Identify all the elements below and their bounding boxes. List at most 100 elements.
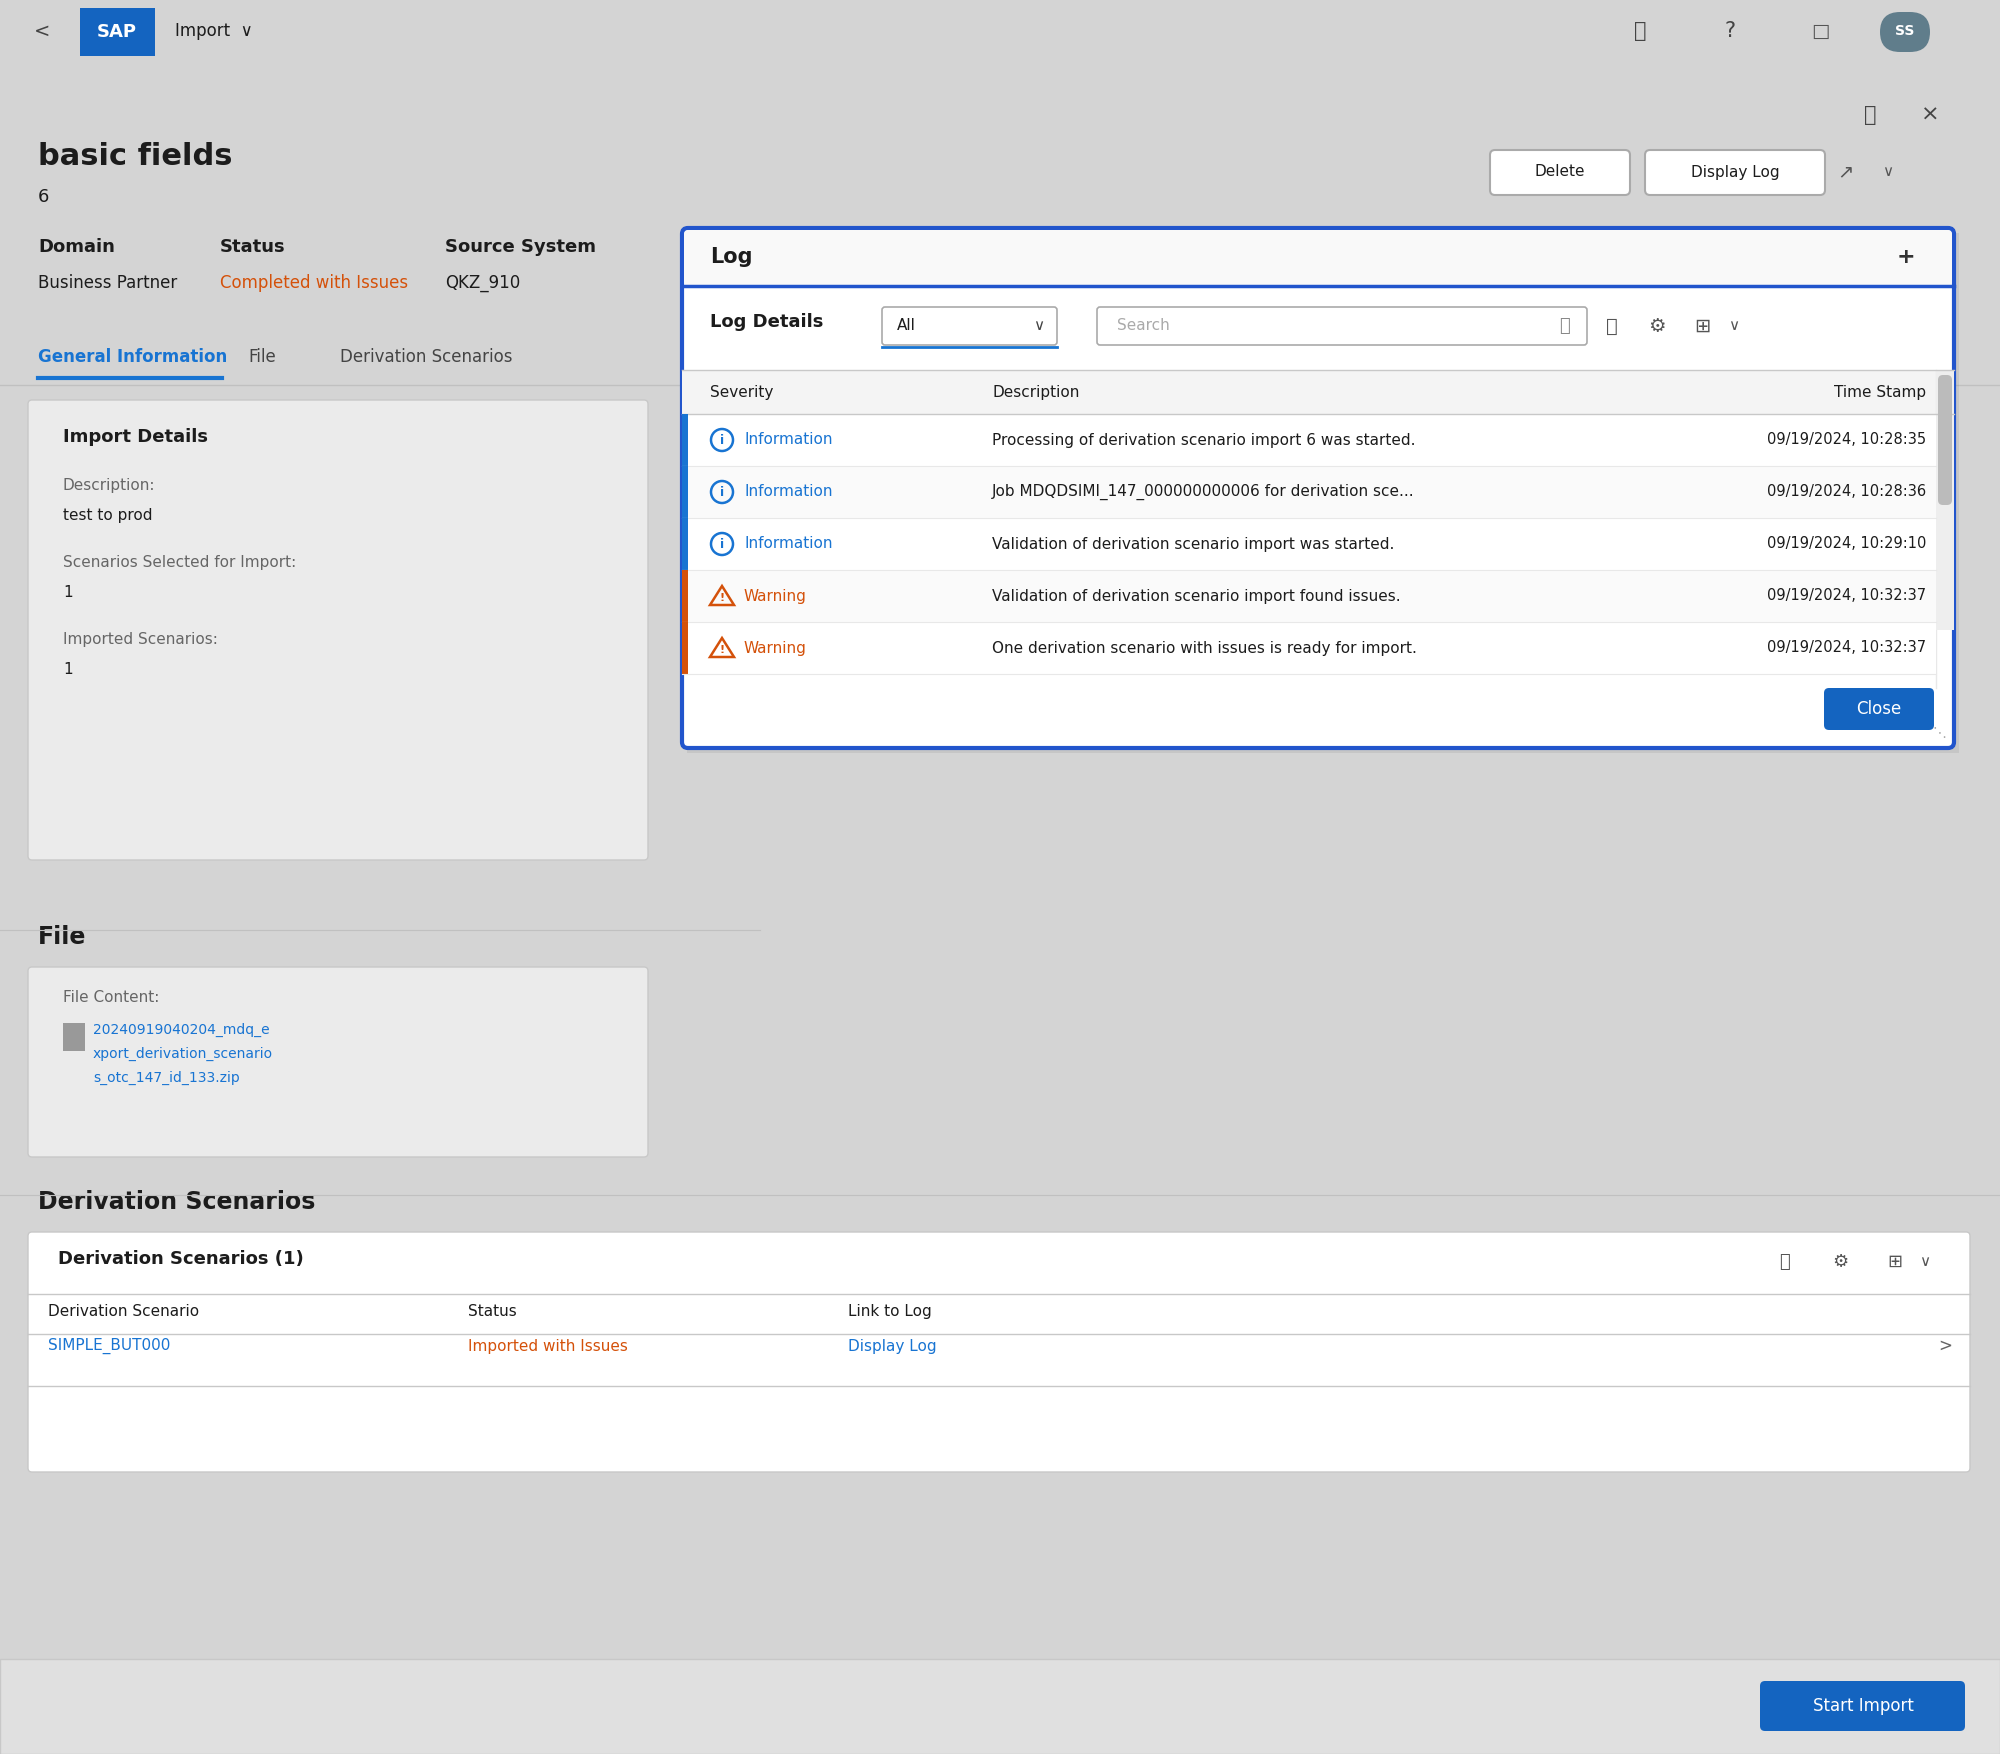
Text: SS: SS xyxy=(1896,25,1914,39)
Text: SAP: SAP xyxy=(96,23,136,40)
Text: File Content:: File Content: xyxy=(64,989,160,1005)
FancyBboxPatch shape xyxy=(28,1231,1970,1472)
FancyBboxPatch shape xyxy=(682,228,1954,747)
Bar xyxy=(682,414,688,467)
Text: Import Details: Import Details xyxy=(64,428,208,446)
Text: ⧉: ⧉ xyxy=(1606,316,1618,335)
Text: ⧉: ⧉ xyxy=(1864,105,1876,125)
Bar xyxy=(682,228,1954,747)
Bar xyxy=(80,9,156,56)
Text: Description:: Description: xyxy=(64,479,156,493)
Bar xyxy=(682,414,1936,467)
FancyBboxPatch shape xyxy=(1490,151,1630,195)
FancyBboxPatch shape xyxy=(1644,151,1824,195)
Text: xport_derivation_scenario: xport_derivation_scenario xyxy=(92,1047,274,1061)
Text: ∨: ∨ xyxy=(1882,165,1894,179)
Text: Display Log: Display Log xyxy=(1690,165,1780,179)
Text: i: i xyxy=(720,433,724,447)
Text: Warning: Warning xyxy=(744,589,806,603)
Text: ⌕: ⌕ xyxy=(1560,317,1570,335)
Text: 6: 6 xyxy=(38,188,50,205)
Text: Status: Status xyxy=(220,239,286,256)
Text: 1: 1 xyxy=(64,586,72,600)
Bar xyxy=(64,1023,84,1051)
Text: □: □ xyxy=(1810,21,1830,40)
Text: ∨: ∨ xyxy=(1920,1254,1930,1270)
Text: !: ! xyxy=(720,593,724,603)
Text: Display Log: Display Log xyxy=(848,1338,936,1354)
FancyBboxPatch shape xyxy=(1880,12,1930,53)
Bar xyxy=(682,570,688,623)
Text: File: File xyxy=(248,347,276,367)
Text: Imported Scenarios:: Imported Scenarios: xyxy=(64,631,218,647)
Bar xyxy=(682,570,1936,623)
Text: 20240919040204_mdq_e: 20240919040204_mdq_e xyxy=(92,1023,270,1037)
Text: Derivation Scenario: Derivation Scenario xyxy=(48,1303,200,1319)
Bar xyxy=(682,467,1936,517)
Bar xyxy=(0,1659,2000,1754)
Bar xyxy=(1936,370,1954,630)
Text: 09/19/2024, 10:29:10: 09/19/2024, 10:29:10 xyxy=(1766,537,1926,551)
Text: !: ! xyxy=(720,645,724,654)
FancyBboxPatch shape xyxy=(28,400,648,859)
Text: i: i xyxy=(720,537,724,551)
Bar xyxy=(682,370,1954,414)
Bar xyxy=(682,517,1936,570)
Text: ⧉: ⧉ xyxy=(1780,1252,1790,1272)
Text: Severity: Severity xyxy=(710,384,774,400)
Text: ↗: ↗ xyxy=(1836,163,1854,181)
Text: ⚙: ⚙ xyxy=(1832,1252,1848,1272)
Text: ∨: ∨ xyxy=(1728,319,1740,333)
Bar xyxy=(0,0,2000,61)
Bar xyxy=(682,517,688,570)
FancyBboxPatch shape xyxy=(1938,375,1952,505)
Text: Log: Log xyxy=(710,247,752,267)
Text: 09/19/2024, 10:28:35: 09/19/2024, 10:28:35 xyxy=(1766,433,1926,447)
Text: Start Import: Start Import xyxy=(1812,1698,1914,1715)
Text: General Information: General Information xyxy=(38,347,228,367)
Text: SIMPLE_BUT000: SIMPLE_BUT000 xyxy=(48,1338,170,1354)
Text: ⊞: ⊞ xyxy=(1694,316,1710,335)
FancyBboxPatch shape xyxy=(882,307,1056,346)
Text: Processing of derivation scenario import 6 was started.: Processing of derivation scenario import… xyxy=(992,433,1416,447)
Text: s_otc_147_id_133.zip: s_otc_147_id_133.zip xyxy=(92,1072,240,1086)
Text: Derivation Scenarios: Derivation Scenarios xyxy=(340,347,512,367)
Bar xyxy=(682,623,1936,674)
Text: Time Stamp: Time Stamp xyxy=(1834,384,1926,400)
Text: Log Details: Log Details xyxy=(710,312,824,332)
Text: ⌕: ⌕ xyxy=(1634,21,1646,40)
Text: Job MDQDSIMI_147_000000000006 for derivation sce...: Job MDQDSIMI_147_000000000006 for deriva… xyxy=(992,484,1414,500)
Bar xyxy=(682,467,688,517)
Text: +: + xyxy=(1896,247,1916,267)
Text: i: i xyxy=(720,486,724,498)
Text: Search: Search xyxy=(1116,319,1170,333)
Text: Validation of derivation scenario import was started.: Validation of derivation scenario import… xyxy=(992,537,1394,551)
Text: Import  ∨: Import ∨ xyxy=(176,23,252,40)
FancyBboxPatch shape xyxy=(1096,307,1588,346)
Bar xyxy=(688,233,1960,752)
Text: Source System: Source System xyxy=(444,239,596,256)
Text: Derivation Scenarios: Derivation Scenarios xyxy=(38,1189,316,1214)
Text: QKZ_910: QKZ_910 xyxy=(444,274,520,291)
Text: ?: ? xyxy=(1724,21,1736,40)
Text: Close: Close xyxy=(1856,700,1902,717)
Text: Delete: Delete xyxy=(1534,165,1586,179)
Text: 09/19/2024, 10:32:37: 09/19/2024, 10:32:37 xyxy=(1766,589,1926,603)
Text: Status: Status xyxy=(468,1303,516,1319)
Text: 09/19/2024, 10:28:36: 09/19/2024, 10:28:36 xyxy=(1766,484,1926,500)
Text: Completed with Issues: Completed with Issues xyxy=(220,274,408,291)
Text: Link to Log: Link to Log xyxy=(848,1303,932,1319)
Text: >: > xyxy=(1938,1337,1952,1356)
Text: Warning: Warning xyxy=(744,640,806,656)
FancyBboxPatch shape xyxy=(1824,688,1934,730)
Text: Validation of derivation scenario import found issues.: Validation of derivation scenario import… xyxy=(992,589,1400,603)
Text: Information: Information xyxy=(744,484,832,500)
Text: <: < xyxy=(34,21,50,40)
Text: Business Partner: Business Partner xyxy=(38,274,178,291)
Text: 09/19/2024, 10:32:37: 09/19/2024, 10:32:37 xyxy=(1766,640,1926,656)
FancyBboxPatch shape xyxy=(1760,1680,1964,1731)
Text: Information: Information xyxy=(744,433,832,447)
Text: ∨: ∨ xyxy=(1034,319,1044,333)
Text: basic fields: basic fields xyxy=(38,142,232,170)
Text: ×: × xyxy=(1920,105,1940,125)
